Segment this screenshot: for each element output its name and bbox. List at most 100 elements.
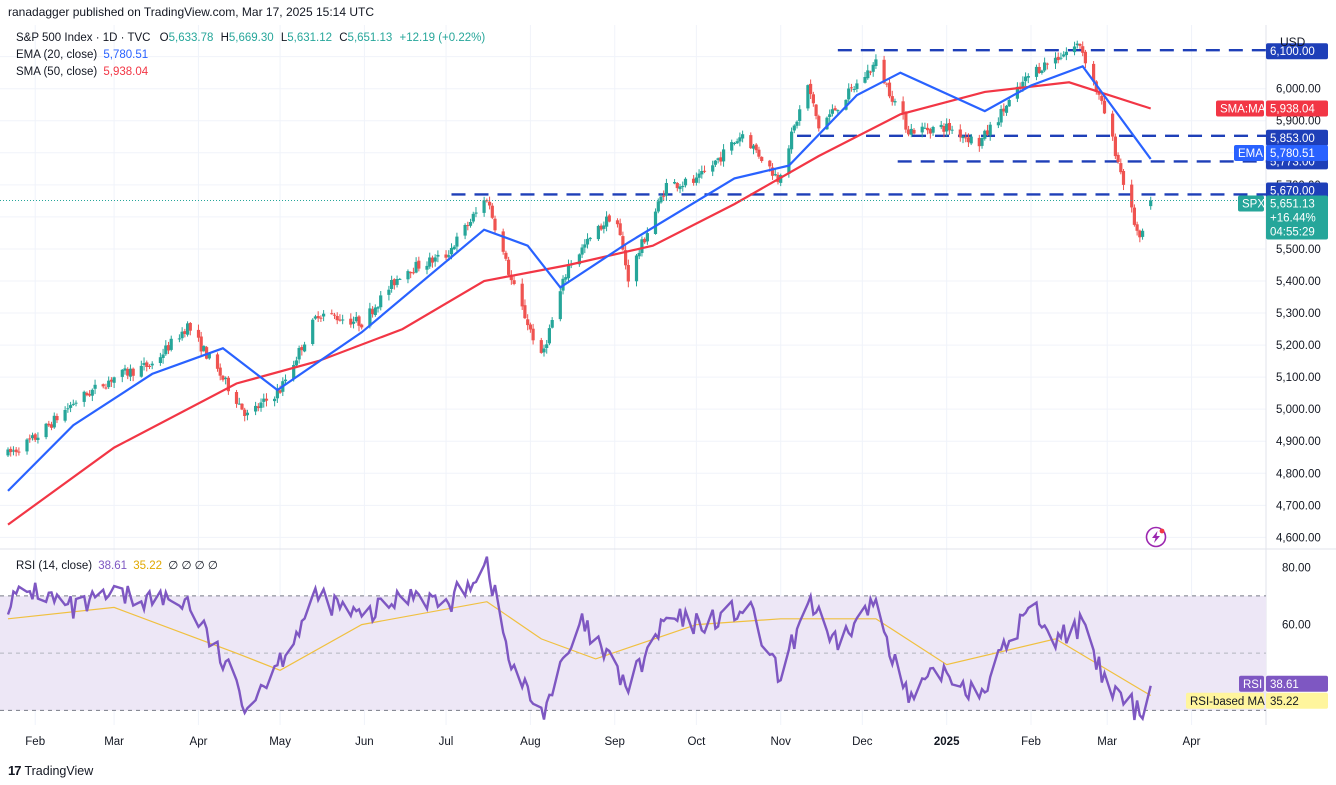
candle (564, 274, 568, 283)
price-tick-label: 5,200.00 (1276, 340, 1321, 352)
candle (942, 123, 946, 138)
candle (596, 224, 600, 242)
candle (926, 123, 930, 135)
candle (218, 363, 222, 381)
rsi-axis[interactable]: 60.00 80.00 (1282, 562, 1311, 631)
candle (1113, 133, 1117, 160)
candle (583, 239, 587, 254)
candle (920, 122, 924, 138)
candle (678, 183, 682, 194)
candle (294, 356, 298, 368)
time-tick-label: Nov (770, 736, 791, 748)
candle (11, 446, 15, 456)
candle (259, 398, 263, 412)
svg-text:+16.44%: +16.44% (1270, 213, 1316, 225)
candle (605, 211, 609, 232)
candle (882, 55, 886, 85)
candle (985, 124, 990, 136)
ema-legend-label: EMA (20, close) (16, 49, 98, 61)
candle (643, 237, 647, 244)
candle (1056, 52, 1060, 64)
candle (806, 84, 810, 111)
candle (828, 109, 832, 123)
price-tick-label: 5,400.00 (1276, 276, 1321, 288)
price-tick-label: 5,100.00 (1276, 372, 1321, 384)
candle (664, 178, 668, 201)
rsi-tag-name: RSI (1239, 675, 1264, 692)
candle (243, 407, 247, 422)
candle (749, 132, 753, 149)
candle (273, 396, 277, 407)
candle (25, 438, 29, 455)
candle (716, 157, 720, 164)
candle (262, 393, 266, 408)
candle (958, 124, 962, 142)
candle (183, 328, 187, 338)
ohlc-title: S&P 500 Index · 1D · TVC (16, 32, 151, 44)
candle (890, 90, 894, 106)
candle (866, 64, 870, 80)
candle (675, 182, 679, 192)
candle (855, 79, 859, 93)
candle (931, 125, 935, 136)
candle (71, 399, 75, 406)
candle (523, 299, 527, 320)
candle (983, 129, 987, 141)
candle (88, 390, 92, 397)
candle (373, 304, 377, 317)
time-tick-label: May (269, 736, 291, 748)
candle (47, 420, 51, 427)
support-resistance-levels (451, 49, 1266, 196)
candle (52, 412, 56, 429)
time-tick-label: Feb (25, 736, 45, 748)
candle (254, 401, 258, 416)
spx-price-tag: 5,651.13 +16.44% 04:55:29 (1266, 195, 1328, 240)
price-tick-label: 4,900.00 (1276, 436, 1321, 448)
open-value: 5,633.78 (168, 32, 214, 44)
candle (566, 259, 571, 284)
candle (697, 169, 701, 184)
chart-canvas[interactable]: 4,600.00 4,700.00 4,800.00 4,900.00 5,000.00… (0, 25, 1336, 755)
candle (833, 105, 837, 111)
candle (120, 369, 124, 383)
candle (577, 253, 581, 267)
candle (177, 334, 181, 343)
time-axis[interactable]: Feb Mar Apr May Jun Jul Aug Sep Oct Nov Dec 2025 Feb… (25, 736, 1200, 748)
flash-icon[interactable] (1145, 526, 1167, 548)
candle (17, 447, 21, 456)
candle (471, 211, 475, 224)
candle (335, 312, 339, 325)
candle (969, 133, 973, 146)
candle (196, 324, 201, 342)
candle (69, 401, 73, 413)
candle (107, 376, 111, 389)
candle (1083, 49, 1087, 69)
level-label-6100: 6,100.00 (1266, 43, 1328, 60)
candle (830, 104, 834, 117)
candle (770, 163, 775, 180)
candle (939, 120, 943, 130)
time-tick-label: Sep (604, 736, 624, 748)
candle (531, 323, 535, 345)
candle (1119, 158, 1123, 175)
candle (428, 252, 432, 269)
candle (795, 120, 799, 129)
candle (123, 364, 127, 375)
candle (376, 305, 380, 313)
footer-brand[interactable]: 17 TradingView (8, 763, 93, 778)
candle (1081, 41, 1085, 57)
rsi-tick-label: 60.00 (1282, 620, 1311, 632)
price-tick-label: 4,800.00 (1276, 468, 1321, 480)
candle (809, 79, 813, 99)
rsi-pane[interactable] (0, 556, 1266, 722)
candle (512, 276, 516, 286)
candle (871, 62, 875, 77)
candle (1002, 103, 1006, 116)
candle (332, 312, 337, 320)
candle (912, 128, 916, 135)
main-pane[interactable] (0, 25, 1266, 549)
candle (322, 310, 326, 322)
candle (63, 406, 67, 423)
candle (36, 432, 40, 444)
low-value: 5,631.12 (287, 32, 333, 44)
